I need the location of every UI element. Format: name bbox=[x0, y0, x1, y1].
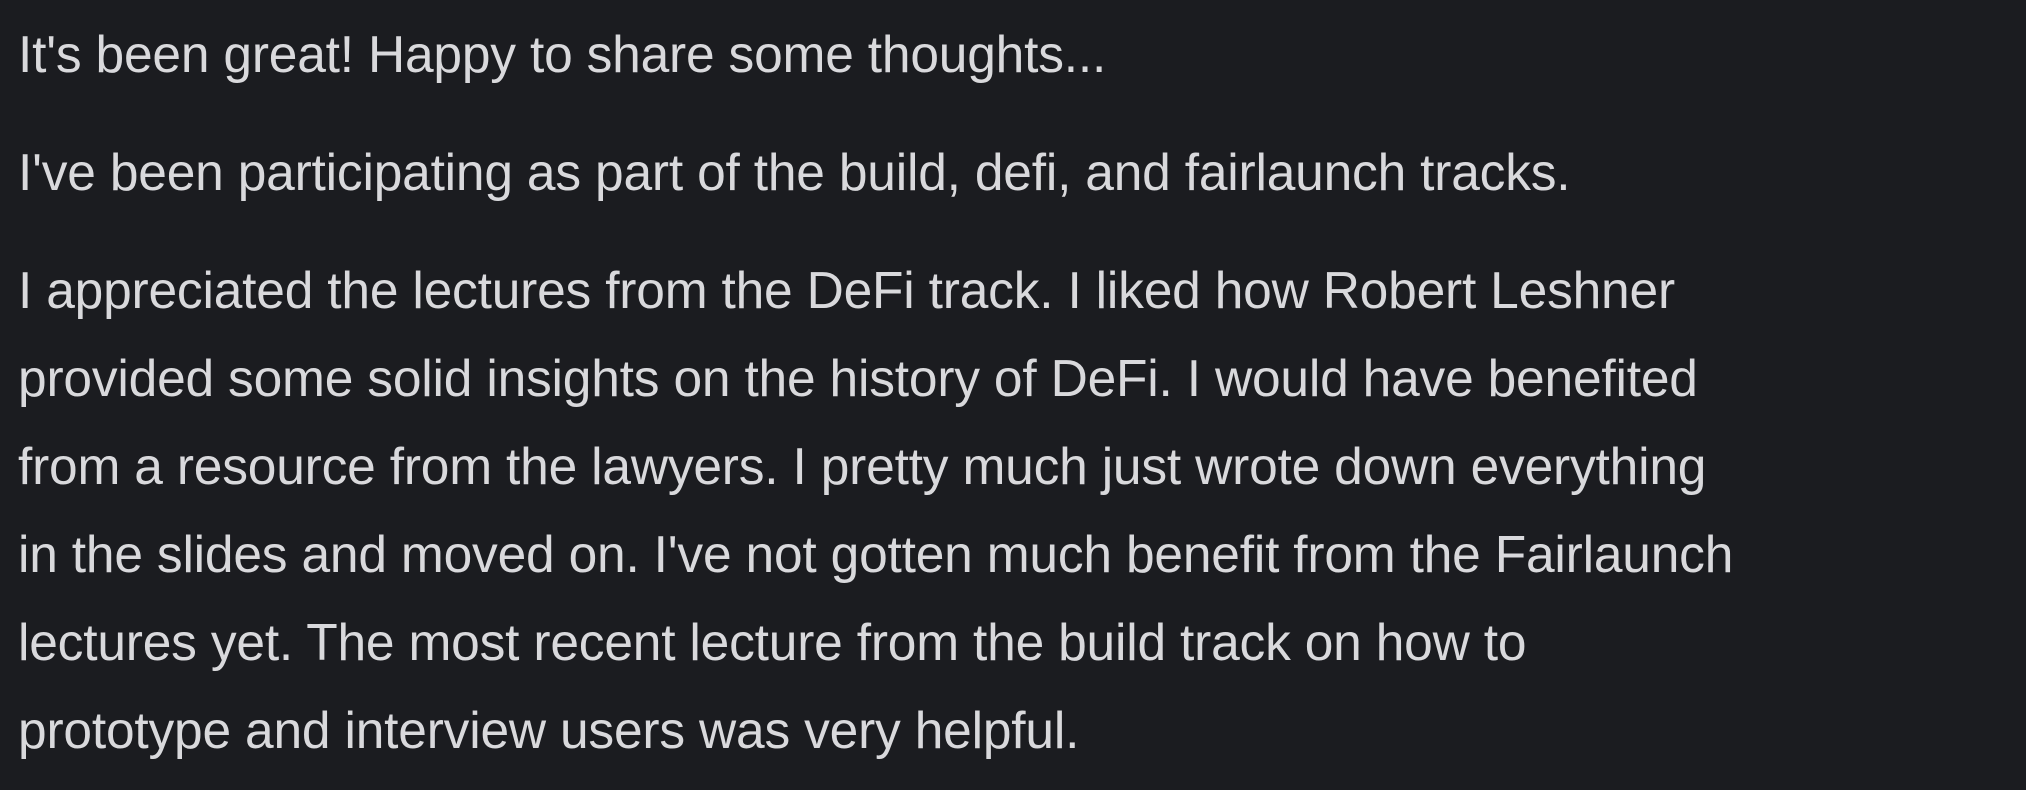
message-paragraph: I appreciated the lectures from the DeFi… bbox=[18, 246, 2018, 774]
message-line: provided some solid insights on the hist… bbox=[18, 349, 1698, 407]
message-paragraph: It's been great! Happy to share some tho… bbox=[18, 25, 1107, 83]
message-body: It's been great! Happy to share some tho… bbox=[18, 10, 2018, 774]
message-line: in the slides and moved on. I've not got… bbox=[18, 525, 1734, 583]
message-paragraph: I've been participating as part of the b… bbox=[18, 143, 1571, 201]
message-line: I appreciated the lectures from the DeFi… bbox=[18, 261, 1675, 319]
message-line: from a resource from the lawyers. I pret… bbox=[18, 437, 1707, 495]
message-line: lectures yet. The most recent lecture fr… bbox=[18, 613, 1527, 671]
message-line: prototype and interview users was very h… bbox=[18, 701, 1080, 759]
